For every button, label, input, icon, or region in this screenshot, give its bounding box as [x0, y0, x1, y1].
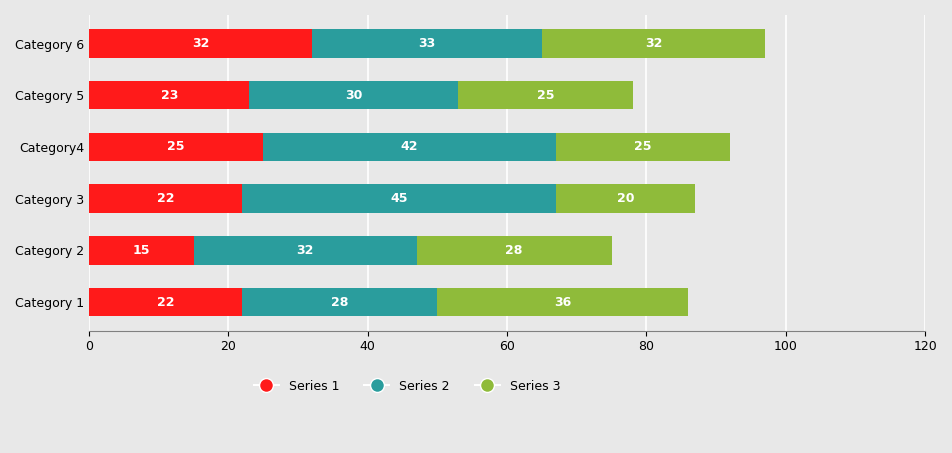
- Text: 32: 32: [296, 244, 314, 257]
- Legend: Series 1, Series 2, Series 3: Series 1, Series 2, Series 3: [248, 375, 565, 398]
- Bar: [89, 29, 312, 58]
- Text: 32: 32: [645, 37, 662, 50]
- Bar: [89, 236, 193, 265]
- Bar: [312, 29, 542, 58]
- Bar: [458, 81, 632, 110]
- Text: 23: 23: [161, 89, 178, 102]
- Text: 33: 33: [418, 37, 436, 50]
- Text: 15: 15: [132, 244, 150, 257]
- Text: 36: 36: [554, 296, 571, 308]
- Bar: [556, 184, 695, 213]
- Text: 42: 42: [401, 140, 418, 154]
- Bar: [438, 288, 688, 316]
- Bar: [556, 133, 730, 161]
- Text: 22: 22: [157, 296, 174, 308]
- Text: 25: 25: [537, 89, 554, 102]
- Bar: [193, 236, 417, 265]
- Text: 45: 45: [390, 192, 407, 205]
- Bar: [417, 236, 611, 265]
- Bar: [243, 288, 438, 316]
- Text: 25: 25: [634, 140, 652, 154]
- Bar: [249, 81, 458, 110]
- Bar: [89, 288, 243, 316]
- Bar: [264, 133, 556, 161]
- Bar: [89, 81, 249, 110]
- Bar: [89, 184, 243, 213]
- Text: 25: 25: [168, 140, 185, 154]
- Text: 22: 22: [157, 192, 174, 205]
- Text: 28: 28: [331, 296, 348, 308]
- Text: 20: 20: [617, 192, 634, 205]
- Text: 28: 28: [506, 244, 523, 257]
- Text: 32: 32: [192, 37, 209, 50]
- Bar: [89, 133, 264, 161]
- Text: 30: 30: [346, 89, 363, 102]
- Bar: [243, 184, 556, 213]
- Bar: [542, 29, 764, 58]
